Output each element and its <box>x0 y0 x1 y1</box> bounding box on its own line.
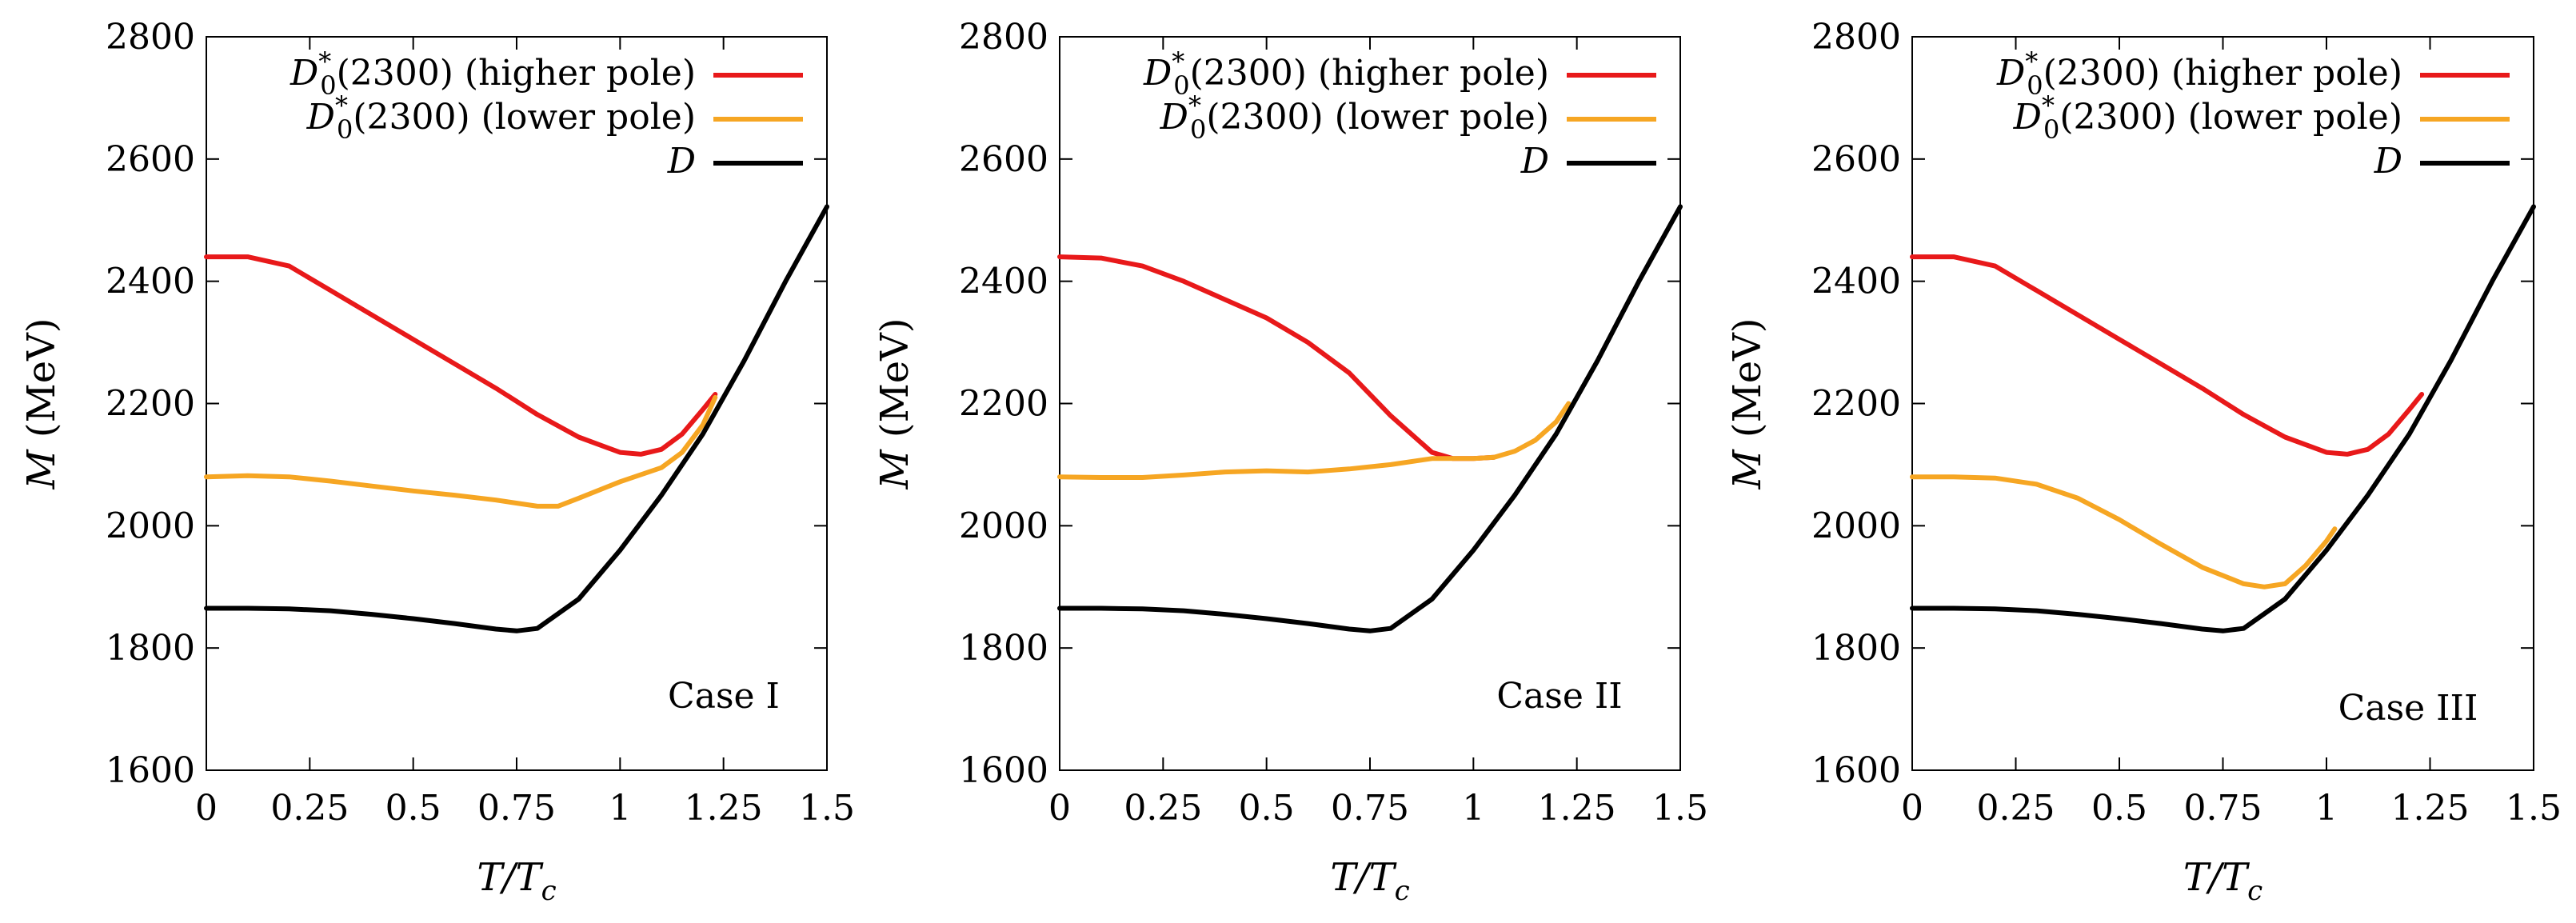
legend: D* 0(2300) (higher pole)D* 0(2300) (lower … <box>290 46 803 182</box>
y-tick-label: 2200 <box>106 384 195 425</box>
panel-2: 1600 1800 2000 2200 2400 2600 2800 0 0.25 0.5 0.75… <box>873 17 1708 907</box>
x-axis-label: T/Tc <box>2183 855 2262 907</box>
y-tick-label: 2600 <box>959 139 1048 180</box>
x-tick-label: 0 <box>195 788 218 829</box>
x-tick-label: 0.75 <box>1331 788 1409 829</box>
y-axis-label: M (MeV) <box>19 318 64 489</box>
panel-3: 1600 1800 2000 2200 2400 2600 2800 0 0.25 0.5 0.75… <box>1725 17 2562 907</box>
plot-frame <box>1059 36 1681 771</box>
x-axis-label: T/Tc <box>477 855 556 907</box>
x-tick-label: 0.5 <box>385 788 441 829</box>
legend-entry: D* 0(2300) (higher pole) <box>290 46 696 101</box>
y-tick-label: 1600 <box>959 750 1048 791</box>
y-tick-label: 1800 <box>106 628 195 669</box>
x-tick-label: 1.5 <box>2506 788 2562 829</box>
legend-entry: D* 0(2300) (lower pole) <box>306 90 696 145</box>
x-tick-label: 0.75 <box>2184 788 2262 829</box>
y-tick-label: 1800 <box>1811 628 1901 669</box>
legend: D* 0(2300) (higher pole)D* 0(2300) (lower … <box>1996 46 2510 182</box>
series-line-lower-pole <box>204 394 718 509</box>
x-tick-label: 1.25 <box>1538 788 1616 829</box>
legend-entry: D <box>1520 141 1549 182</box>
legend-entry: D <box>2374 141 2402 182</box>
x-tick-label: 1 <box>609 788 631 829</box>
y-tick-label: 1600 <box>106 750 195 791</box>
y-tick-label: 2000 <box>959 505 1048 546</box>
legend-entry: D* 0(2300) (lower pole) <box>2013 90 2402 145</box>
y-tick-label: 2800 <box>959 17 1048 58</box>
y-tick-label: 2800 <box>106 17 195 58</box>
x-axis-label: T/Tc <box>1330 855 1409 907</box>
x-tick-label: 1.25 <box>685 788 763 829</box>
x-tick-label: 1.25 <box>2391 788 2470 829</box>
x-tick-label: 0.25 <box>270 788 349 829</box>
x-tick-label: 0 <box>1048 788 1071 829</box>
y-tick-label: 1800 <box>959 628 1048 669</box>
case-label: Case II <box>1496 676 1622 717</box>
x-tick-label: 1 <box>1462 788 1484 829</box>
y-tick-label: 2000 <box>1811 505 1901 546</box>
series-line-lower-pole <box>1910 474 2338 589</box>
y-tick-label: 2800 <box>1811 17 1901 58</box>
series-line-d-meson <box>204 204 829 633</box>
y-tick-label: 2600 <box>106 139 195 180</box>
legend-entry: D* 0(2300) (higher pole) <box>1996 46 2402 101</box>
legend-entry: D* 0(2300) (higher pole) <box>1143 46 1549 101</box>
x-tick-label: 0 <box>1901 788 1923 829</box>
panel-1: 1600 1800 2000 2200 2400 2600 2800 0 0.25 0.5 0.75… <box>19 17 855 907</box>
y-tick-label: 2000 <box>106 505 195 546</box>
legend: D* 0(2300) (higher pole)D* 0(2300) (lower … <box>1143 46 1656 182</box>
series-line-d-meson <box>1910 204 2536 633</box>
y-tick-label: 2400 <box>959 262 1048 302</box>
case-label: Case I <box>668 676 780 717</box>
x-tick-label: 0.25 <box>1977 788 2055 829</box>
x-tick-label: 1 <box>2315 788 2338 829</box>
case-label: Case III <box>2338 688 2478 729</box>
y-tick-label: 2400 <box>106 262 195 302</box>
y-axis-label: M (MeV) <box>1725 318 1770 489</box>
y-tick-label: 2600 <box>1811 139 1901 180</box>
legend-entry: D <box>667 141 696 182</box>
y-tick-label: 2200 <box>959 384 1048 425</box>
x-tick-label: 0.75 <box>477 788 556 829</box>
series-line-higher-pole <box>1910 254 2425 457</box>
y-tick-label: 1600 <box>1811 750 1901 791</box>
series-line-lower-pole <box>1057 401 1572 480</box>
x-tick-label: 0.25 <box>1124 788 1202 829</box>
x-tick-label: 0.5 <box>2091 788 2147 829</box>
y-axis-label: M (MeV) <box>873 318 917 489</box>
series-line-higher-pole <box>204 254 718 457</box>
legend-entry: D* 0(2300) (lower pole) <box>1160 90 1549 145</box>
y-tick-label: 2200 <box>1811 384 1901 425</box>
y-tick-label: 2400 <box>1811 262 1901 302</box>
x-tick-label: 0.5 <box>1239 788 1295 829</box>
series-line-higher-pole <box>1057 254 1497 462</box>
x-tick-label: 1.5 <box>1652 788 1708 829</box>
series-line-d-meson <box>1057 204 1683 633</box>
x-tick-label: 1.5 <box>799 788 855 829</box>
